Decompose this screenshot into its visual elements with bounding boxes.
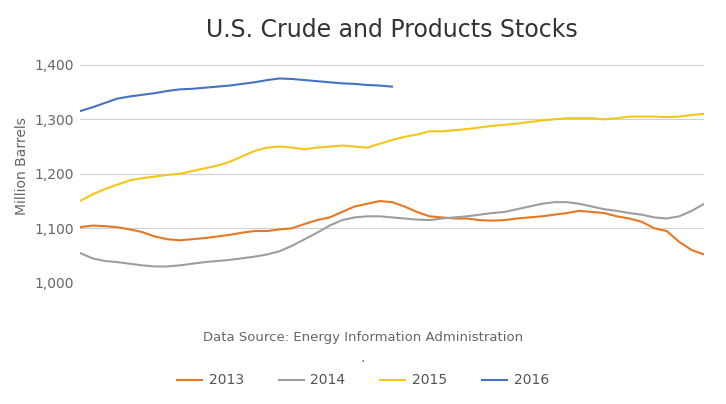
2015 [488, 124, 497, 128]
2013 [275, 227, 284, 232]
2016 [275, 76, 284, 81]
2013 [263, 229, 272, 234]
2013 [76, 225, 84, 229]
Y-axis label: Million Barrels: Million Barrels [15, 117, 29, 215]
2014 [550, 200, 559, 204]
2014 [500, 210, 509, 215]
Text: .: . [361, 351, 365, 366]
2016 [263, 78, 272, 82]
2014 [76, 250, 84, 255]
2013 [500, 218, 509, 223]
2014 [688, 208, 696, 213]
2014 [287, 243, 296, 248]
2013 [375, 199, 384, 204]
2015 [688, 113, 696, 118]
2015 [700, 112, 709, 116]
2013 [700, 252, 709, 257]
2016 [76, 109, 84, 114]
2016 [213, 84, 221, 89]
Line: 2013: 2013 [80, 201, 704, 255]
2013 [688, 248, 696, 252]
2014 [150, 264, 159, 269]
Line: 2014: 2014 [80, 202, 704, 267]
2015 [213, 163, 221, 168]
Line: 2016: 2016 [80, 78, 392, 111]
2015 [525, 120, 534, 124]
2015 [263, 145, 272, 150]
Text: Data Source: Energy Information Administration: Data Source: Energy Information Administ… [203, 331, 523, 344]
2014 [275, 249, 284, 254]
Legend: 2013, 2014, 2015, 2016: 2013, 2014, 2015, 2016 [171, 368, 555, 393]
2014 [700, 201, 709, 206]
2015 [76, 199, 84, 204]
2013 [537, 214, 546, 219]
2014 [225, 257, 234, 262]
Line: 2015: 2015 [80, 114, 704, 201]
Title: U.S. Crude and Products Stocks: U.S. Crude and Products Stocks [206, 18, 578, 42]
2015 [275, 144, 284, 149]
2013 [213, 234, 221, 239]
2014 [537, 201, 546, 206]
